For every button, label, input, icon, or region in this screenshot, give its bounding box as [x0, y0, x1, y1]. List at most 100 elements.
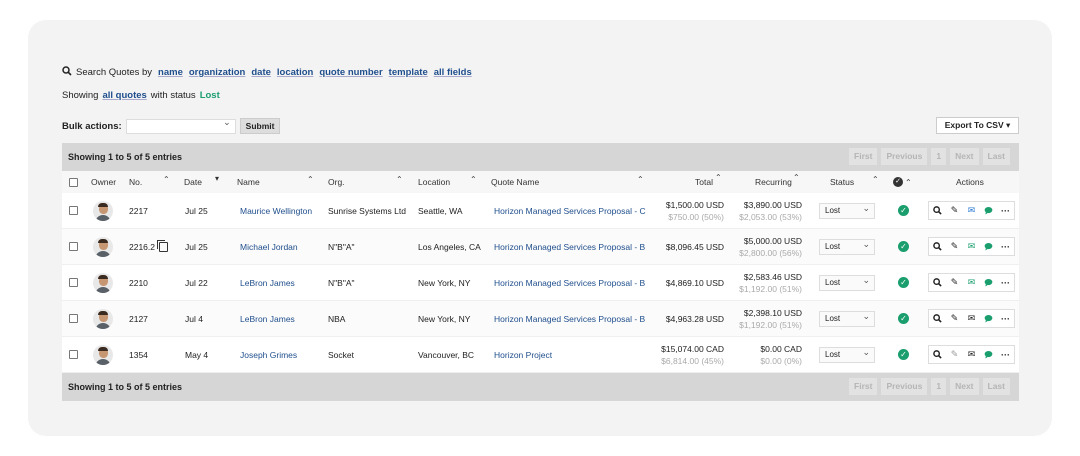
row-checkbox[interactable]	[69, 193, 78, 228]
col-status[interactable]: Status	[830, 177, 855, 187]
col-total[interactable]: Total	[695, 177, 713, 187]
page-1-button[interactable]: 1	[931, 148, 947, 165]
status-select[interactable]: Lost	[819, 237, 875, 255]
sort-asc-icon: ⌃	[470, 175, 477, 184]
comment-icon[interactable]	[980, 310, 997, 327]
all-quotes-link[interactable]: all quotes	[102, 90, 147, 101]
table-row[interactable]: 2127 Jul 4 LeBron James NBA New York, NY Hori…	[62, 301, 1019, 337]
copy-icon[interactable]	[157, 239, 168, 252]
contact-name-link[interactable]: Maurice Wellington	[240, 205, 313, 216]
page-1-button[interactable]: 1	[931, 378, 947, 395]
more-options-icon[interactable]: ···	[1001, 349, 1010, 360]
view-search-icon[interactable]	[929, 202, 946, 219]
view-search-icon[interactable]	[929, 238, 946, 255]
table-row[interactable]: 2210 Jul 22 LeBron James N"B"A" New York, NY…	[62, 265, 1019, 301]
search-by-location-link[interactable]: location	[276, 67, 314, 78]
email-open-icon[interactable]: ✉	[967, 277, 976, 287]
quote-name-link[interactable]: Horizon Managed Services Proposal - C	[494, 205, 646, 216]
col-owner[interactable]: Owner	[91, 177, 117, 187]
status-select[interactable]: Lost	[819, 309, 875, 327]
col-quote-name[interactable]: Quote Name	[491, 177, 540, 187]
status-filter-link[interactable]: Lost	[199, 90, 220, 101]
bulk-actions-select[interactable]	[125, 117, 236, 134]
contact-name-link[interactable]: LeBron James	[240, 313, 295, 324]
export-csv-button[interactable]: Export To CSV ▾	[936, 117, 1019, 134]
last-page-button[interactable]: Last	[982, 378, 1010, 395]
row-checkbox[interactable]	[69, 301, 78, 336]
contact-name-link[interactable]: Michael Jordan	[240, 241, 298, 252]
quote-number: 2127	[129, 313, 148, 324]
search-all-fields-link[interactable]: all fields	[433, 67, 472, 78]
table-row[interactable]: 2216.2 Jul 25 Michael Jordan N"B"A" Los Ange…	[62, 229, 1019, 265]
submit-button[interactable]: Submit	[239, 118, 281, 134]
email-icon[interactable]: ✉	[967, 349, 976, 359]
col-org[interactable]: Org.	[328, 177, 345, 187]
quote-date: Jul 22	[185, 277, 208, 288]
recurring-amount: $5,000.00 USD	[743, 235, 802, 246]
edit-pencil-icon[interactable]: ✎	[950, 241, 959, 251]
contact-name-link[interactable]: LeBron James	[240, 277, 295, 288]
comment-icon[interactable]	[980, 274, 997, 291]
total-margin: $750.00 (50%)	[668, 211, 724, 222]
previous-page-button[interactable]: Previous	[881, 148, 928, 165]
col-no[interactable]: No.	[129, 177, 143, 187]
email-icon[interactable]: ✉	[967, 313, 976, 323]
view-search-icon[interactable]	[929, 346, 946, 363]
quote-number: 2217	[129, 205, 148, 216]
edit-pencil-icon[interactable]: ✎	[950, 349, 959, 359]
first-page-button[interactable]: First	[849, 378, 878, 395]
quote-name-link[interactable]: Horizon Managed Services Proposal - B	[494, 241, 646, 252]
quote-name-link[interactable]: Horizon Project	[494, 349, 553, 360]
quote-name-link[interactable]: Horizon Managed Services Proposal - B	[494, 277, 646, 288]
search-icon	[62, 66, 72, 79]
more-options-icon[interactable]: ···	[1001, 241, 1010, 252]
search-by-quote-number-link[interactable]: quote number	[319, 67, 383, 78]
row-checkbox[interactable]	[69, 229, 78, 264]
owner-avatar	[93, 265, 113, 300]
col-date[interactable]: Date	[184, 177, 202, 187]
recurring-amount: $3,890.00 USD	[743, 199, 802, 210]
previous-page-button[interactable]: Previous	[881, 378, 928, 395]
row-checkbox[interactable]	[69, 337, 78, 372]
col-name[interactable]: Name	[237, 177, 260, 187]
status-select[interactable]: Lost	[819, 201, 875, 219]
next-page-button[interactable]: Next	[950, 148, 979, 165]
search-by-organization-link[interactable]: organization	[188, 67, 246, 78]
edit-pencil-icon[interactable]: ✎	[950, 205, 959, 215]
view-search-icon[interactable]	[929, 310, 946, 327]
search-by-template-link[interactable]: template	[388, 67, 428, 78]
col-location[interactable]: Location	[418, 177, 451, 187]
email-icon[interactable]: ✉	[967, 205, 976, 215]
owner-avatar	[93, 229, 113, 264]
first-page-button[interactable]: First	[849, 148, 878, 165]
check-circle-icon: ✓	[893, 177, 903, 187]
owner-avatar	[93, 301, 113, 336]
more-options-icon[interactable]: ···	[1001, 277, 1010, 288]
email-open-icon[interactable]: ✉	[967, 241, 976, 251]
row-checkbox[interactable]	[69, 265, 78, 300]
search-by-name-link[interactable]: name	[158, 67, 183, 78]
more-options-icon[interactable]: ···	[1001, 205, 1010, 216]
table-row[interactable]: 2217 Jul 25 Maurice Wellington Sunrise Syst…	[62, 193, 1019, 229]
view-search-icon[interactable]	[929, 274, 946, 291]
contact-name-link[interactable]: Joseph Grimes	[240, 349, 298, 360]
edit-pencil-icon[interactable]: ✎	[950, 313, 959, 323]
comment-icon[interactable]	[980, 346, 997, 363]
comment-icon[interactable]	[980, 238, 997, 255]
search-by-date-link[interactable]: date	[251, 67, 271, 78]
edit-pencil-icon[interactable]: ✎	[950, 277, 959, 287]
table-row[interactable]: 1354 May 4 Joseph Grimes Socket Vancouver, B…	[62, 337, 1019, 373]
last-page-button[interactable]: Last	[982, 148, 1010, 165]
status-select[interactable]: Lost	[819, 345, 875, 363]
select-all-checkbox[interactable]	[69, 171, 78, 193]
col-recurring[interactable]: Recurring	[755, 177, 792, 187]
next-page-button[interactable]: Next	[950, 378, 979, 395]
entries-info: Showing 1 to 5 of 5 entries	[68, 382, 183, 392]
comment-icon[interactable]	[980, 202, 997, 219]
col-approved[interactable]: ✓ ⌃	[893, 171, 912, 193]
organization: N"B"A"	[328, 241, 355, 252]
more-options-icon[interactable]: ···	[1001, 313, 1010, 324]
quote-name-link[interactable]: Horizon Managed Services Proposal - B	[494, 313, 646, 324]
status-select[interactable]: Lost	[819, 273, 875, 291]
organization: Socket	[328, 349, 354, 360]
